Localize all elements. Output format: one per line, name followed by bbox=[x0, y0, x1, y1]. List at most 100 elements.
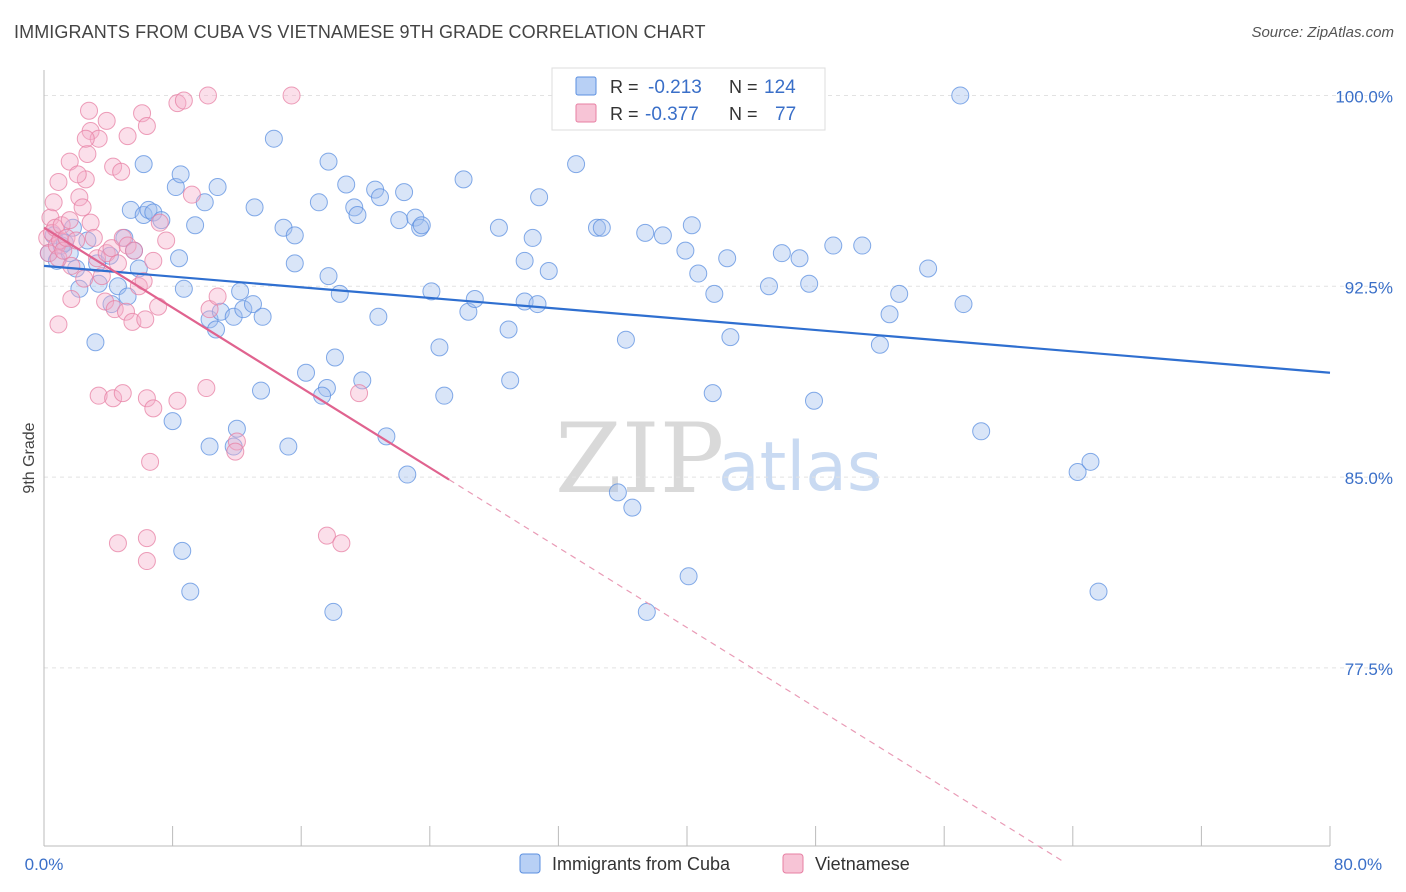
legend-r-value-cuba: -0.213 bbox=[648, 77, 702, 98]
data-point bbox=[637, 602, 656, 621]
data-point bbox=[309, 193, 328, 212]
data-point bbox=[174, 91, 193, 110]
data-point bbox=[616, 330, 635, 349]
data-point bbox=[350, 384, 369, 403]
data-point bbox=[279, 437, 298, 456]
data-point bbox=[173, 541, 192, 560]
data-point bbox=[253, 307, 272, 326]
data-point bbox=[70, 188, 89, 207]
data-point bbox=[676, 241, 695, 260]
data-point bbox=[539, 261, 558, 280]
data-point bbox=[200, 300, 219, 319]
data-point bbox=[81, 213, 100, 232]
data-point bbox=[108, 534, 127, 553]
series-legend: Immigrants from Cuba Vietnamese bbox=[519, 853, 910, 874]
data-point bbox=[337, 175, 356, 194]
data-point bbox=[60, 152, 79, 171]
y-tick-label: 77.5% bbox=[1345, 660, 1393, 679]
data-point bbox=[171, 165, 190, 184]
data-points bbox=[38, 86, 1108, 621]
series-legend-swatch-cuba bbox=[519, 853, 541, 874]
data-point bbox=[880, 305, 899, 324]
data-point bbox=[636, 223, 655, 242]
data-point bbox=[89, 386, 108, 405]
data-point bbox=[515, 251, 534, 270]
data-point bbox=[231, 282, 250, 301]
data-point bbox=[62, 256, 81, 275]
data-point bbox=[168, 391, 187, 410]
data-point bbox=[243, 295, 262, 314]
data-point bbox=[197, 379, 216, 398]
series-legend-label-vietnamese: Vietnamese bbox=[815, 854, 910, 874]
data-point bbox=[96, 292, 115, 311]
trend-lines bbox=[43, 226, 1331, 863]
data-point bbox=[870, 335, 889, 354]
data-point bbox=[297, 363, 316, 382]
data-point bbox=[144, 251, 163, 270]
data-point bbox=[78, 144, 97, 163]
data-point bbox=[395, 183, 414, 202]
data-point bbox=[682, 216, 701, 235]
data-point bbox=[208, 178, 227, 197]
data-point bbox=[824, 236, 843, 255]
data-point bbox=[200, 437, 219, 456]
data-point bbox=[181, 582, 200, 601]
data-point bbox=[139, 200, 158, 219]
data-point bbox=[435, 386, 454, 405]
stats-legend-box bbox=[551, 67, 826, 131]
data-point bbox=[208, 287, 227, 306]
data-point bbox=[853, 236, 872, 255]
data-point bbox=[319, 152, 338, 171]
data-point bbox=[951, 86, 970, 105]
legend-r-label-vietnamese: R = bbox=[610, 104, 639, 124]
data-point bbox=[285, 254, 304, 273]
data-point bbox=[73, 198, 92, 217]
data-point bbox=[705, 284, 724, 303]
data-point bbox=[49, 315, 68, 334]
watermark-zip: ZIP bbox=[555, 403, 724, 515]
series-legend-label-cuba: Immigrants from Cuba bbox=[552, 854, 731, 874]
data-point bbox=[390, 211, 409, 230]
y-tick-label: 85.0% bbox=[1345, 469, 1393, 488]
data-point bbox=[182, 185, 201, 204]
series-cuba-points bbox=[39, 86, 1108, 621]
data-point bbox=[118, 127, 137, 146]
data-point bbox=[608, 483, 627, 502]
data-point bbox=[125, 241, 144, 260]
data-point bbox=[97, 244, 116, 263]
data-point bbox=[80, 101, 99, 120]
data-point bbox=[62, 289, 81, 308]
data-point bbox=[68, 165, 87, 184]
data-point bbox=[170, 249, 189, 268]
data-point bbox=[412, 216, 431, 235]
data-point bbox=[198, 86, 217, 105]
data-point bbox=[523, 228, 542, 247]
legend-n-value-vietnamese: 77 bbox=[775, 104, 796, 125]
watermark: ZIP atlas bbox=[555, 403, 882, 515]
data-point bbox=[174, 279, 193, 298]
data-point bbox=[772, 244, 791, 263]
data-point bbox=[49, 172, 68, 191]
legend-r-label-cuba: R = bbox=[610, 77, 639, 97]
data-point bbox=[1081, 452, 1100, 471]
data-point bbox=[282, 86, 301, 105]
data-point bbox=[264, 129, 283, 148]
data-point bbox=[137, 529, 156, 548]
data-point bbox=[144, 399, 163, 418]
data-point bbox=[234, 300, 253, 319]
data-point bbox=[157, 231, 176, 250]
data-point bbox=[75, 269, 94, 288]
legend-n-label-cuba: N = bbox=[729, 77, 758, 97]
data-point bbox=[919, 259, 938, 278]
data-point bbox=[1089, 582, 1108, 601]
data-point bbox=[118, 287, 137, 306]
legend-swatch-cuba bbox=[575, 76, 597, 96]
data-point bbox=[567, 155, 586, 174]
data-point bbox=[116, 302, 135, 321]
data-point bbox=[721, 328, 740, 347]
data-point bbox=[60, 211, 79, 230]
data-point bbox=[252, 381, 271, 400]
data-point bbox=[285, 226, 304, 245]
data-point bbox=[330, 284, 349, 303]
